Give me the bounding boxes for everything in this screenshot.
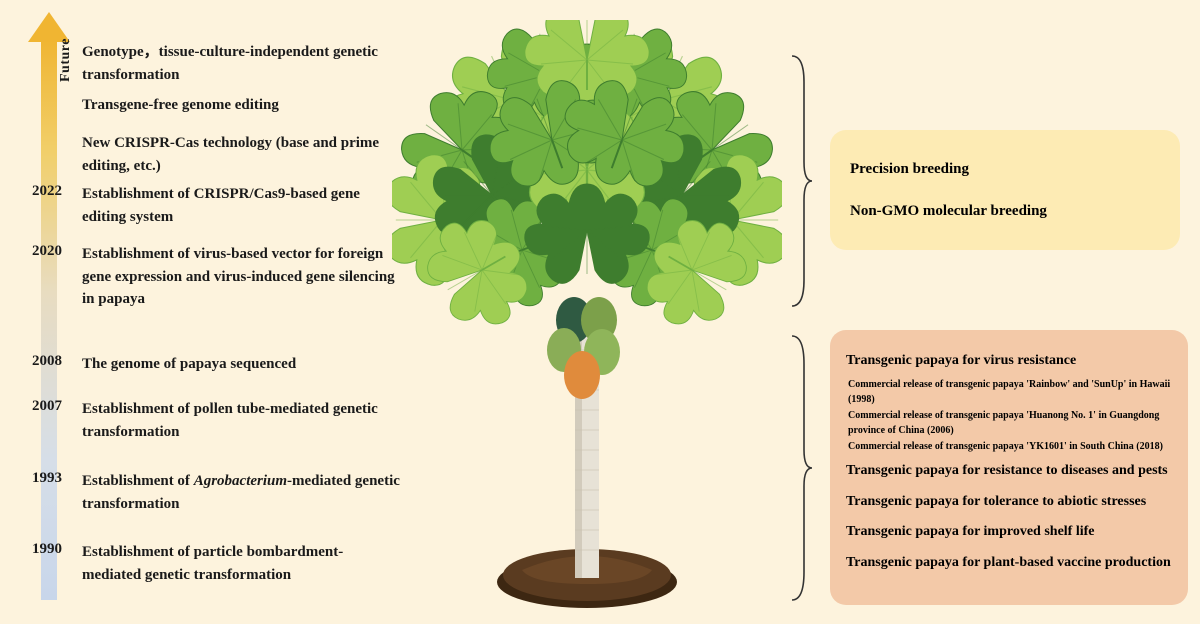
top-box-line: Non-GMO molecular breeding xyxy=(850,197,1160,226)
timeline-entry: Genotype，tissue-culture-independent gene… xyxy=(82,41,402,86)
timeline-entry: Establishment of CRISPR/Cas9-based gene … xyxy=(82,183,402,228)
timeline-entry: The genome of papaya sequenced xyxy=(82,353,402,376)
bottom-box-sub: Commercial release of transgenic papaya … xyxy=(848,408,1172,439)
bottom-box-heading: Transgenic papaya for improved shelf lif… xyxy=(846,519,1172,546)
future-label: Future xyxy=(58,38,74,82)
bracket-bottom-icon xyxy=(790,332,812,604)
timeline-entry: Establishment of pollen tube-mediated ge… xyxy=(82,398,402,443)
timeline-entry: Establishment of particle bombardment-me… xyxy=(82,541,402,586)
precision-breeding-box: Precision breeding Non-GMO molecular bre… xyxy=(830,130,1180,250)
timeline-year: 2020 xyxy=(32,243,74,260)
transgenic-applications-box: Transgenic papaya for virus resistance C… xyxy=(830,330,1188,605)
timeline-year: 2022 xyxy=(32,183,74,200)
bottom-box-heading: Transgenic papaya for tolerance to abiot… xyxy=(846,489,1172,516)
bottom-box-heading: Transgenic papaya for plant-based vaccin… xyxy=(846,550,1172,577)
timeline-entry: Establishment of Agrobacterium-mediated … xyxy=(82,470,402,515)
timeline-year: 1990 xyxy=(32,541,74,558)
timeline-arrow: Future xyxy=(28,12,70,607)
arrow-shaft xyxy=(41,40,57,600)
bottom-box-title: Transgenic papaya for virus resistance xyxy=(846,348,1172,375)
bottom-box-sub: Commercial release of transgenic papaya … xyxy=(848,377,1172,408)
bracket-top-icon xyxy=(790,52,812,310)
timeline-year: 2008 xyxy=(32,353,74,370)
timeline-entry: New CRISPR-Cas technology (base and prim… xyxy=(82,132,402,177)
timeline-entry: Establishment of virus-based vector for … xyxy=(82,243,402,311)
top-box-line: Precision breeding xyxy=(850,155,1160,184)
timeline-entry: Transgene-free genome editing xyxy=(82,94,402,117)
papaya-tree-illustration xyxy=(392,20,782,610)
timeline-year: 1993 xyxy=(32,470,74,487)
bottom-box-sub: Commercial release of transgenic papaya … xyxy=(848,439,1172,455)
bottom-box-heading: Transgenic papaya for resistance to dise… xyxy=(846,458,1172,485)
timeline-year: 2007 xyxy=(32,398,74,415)
